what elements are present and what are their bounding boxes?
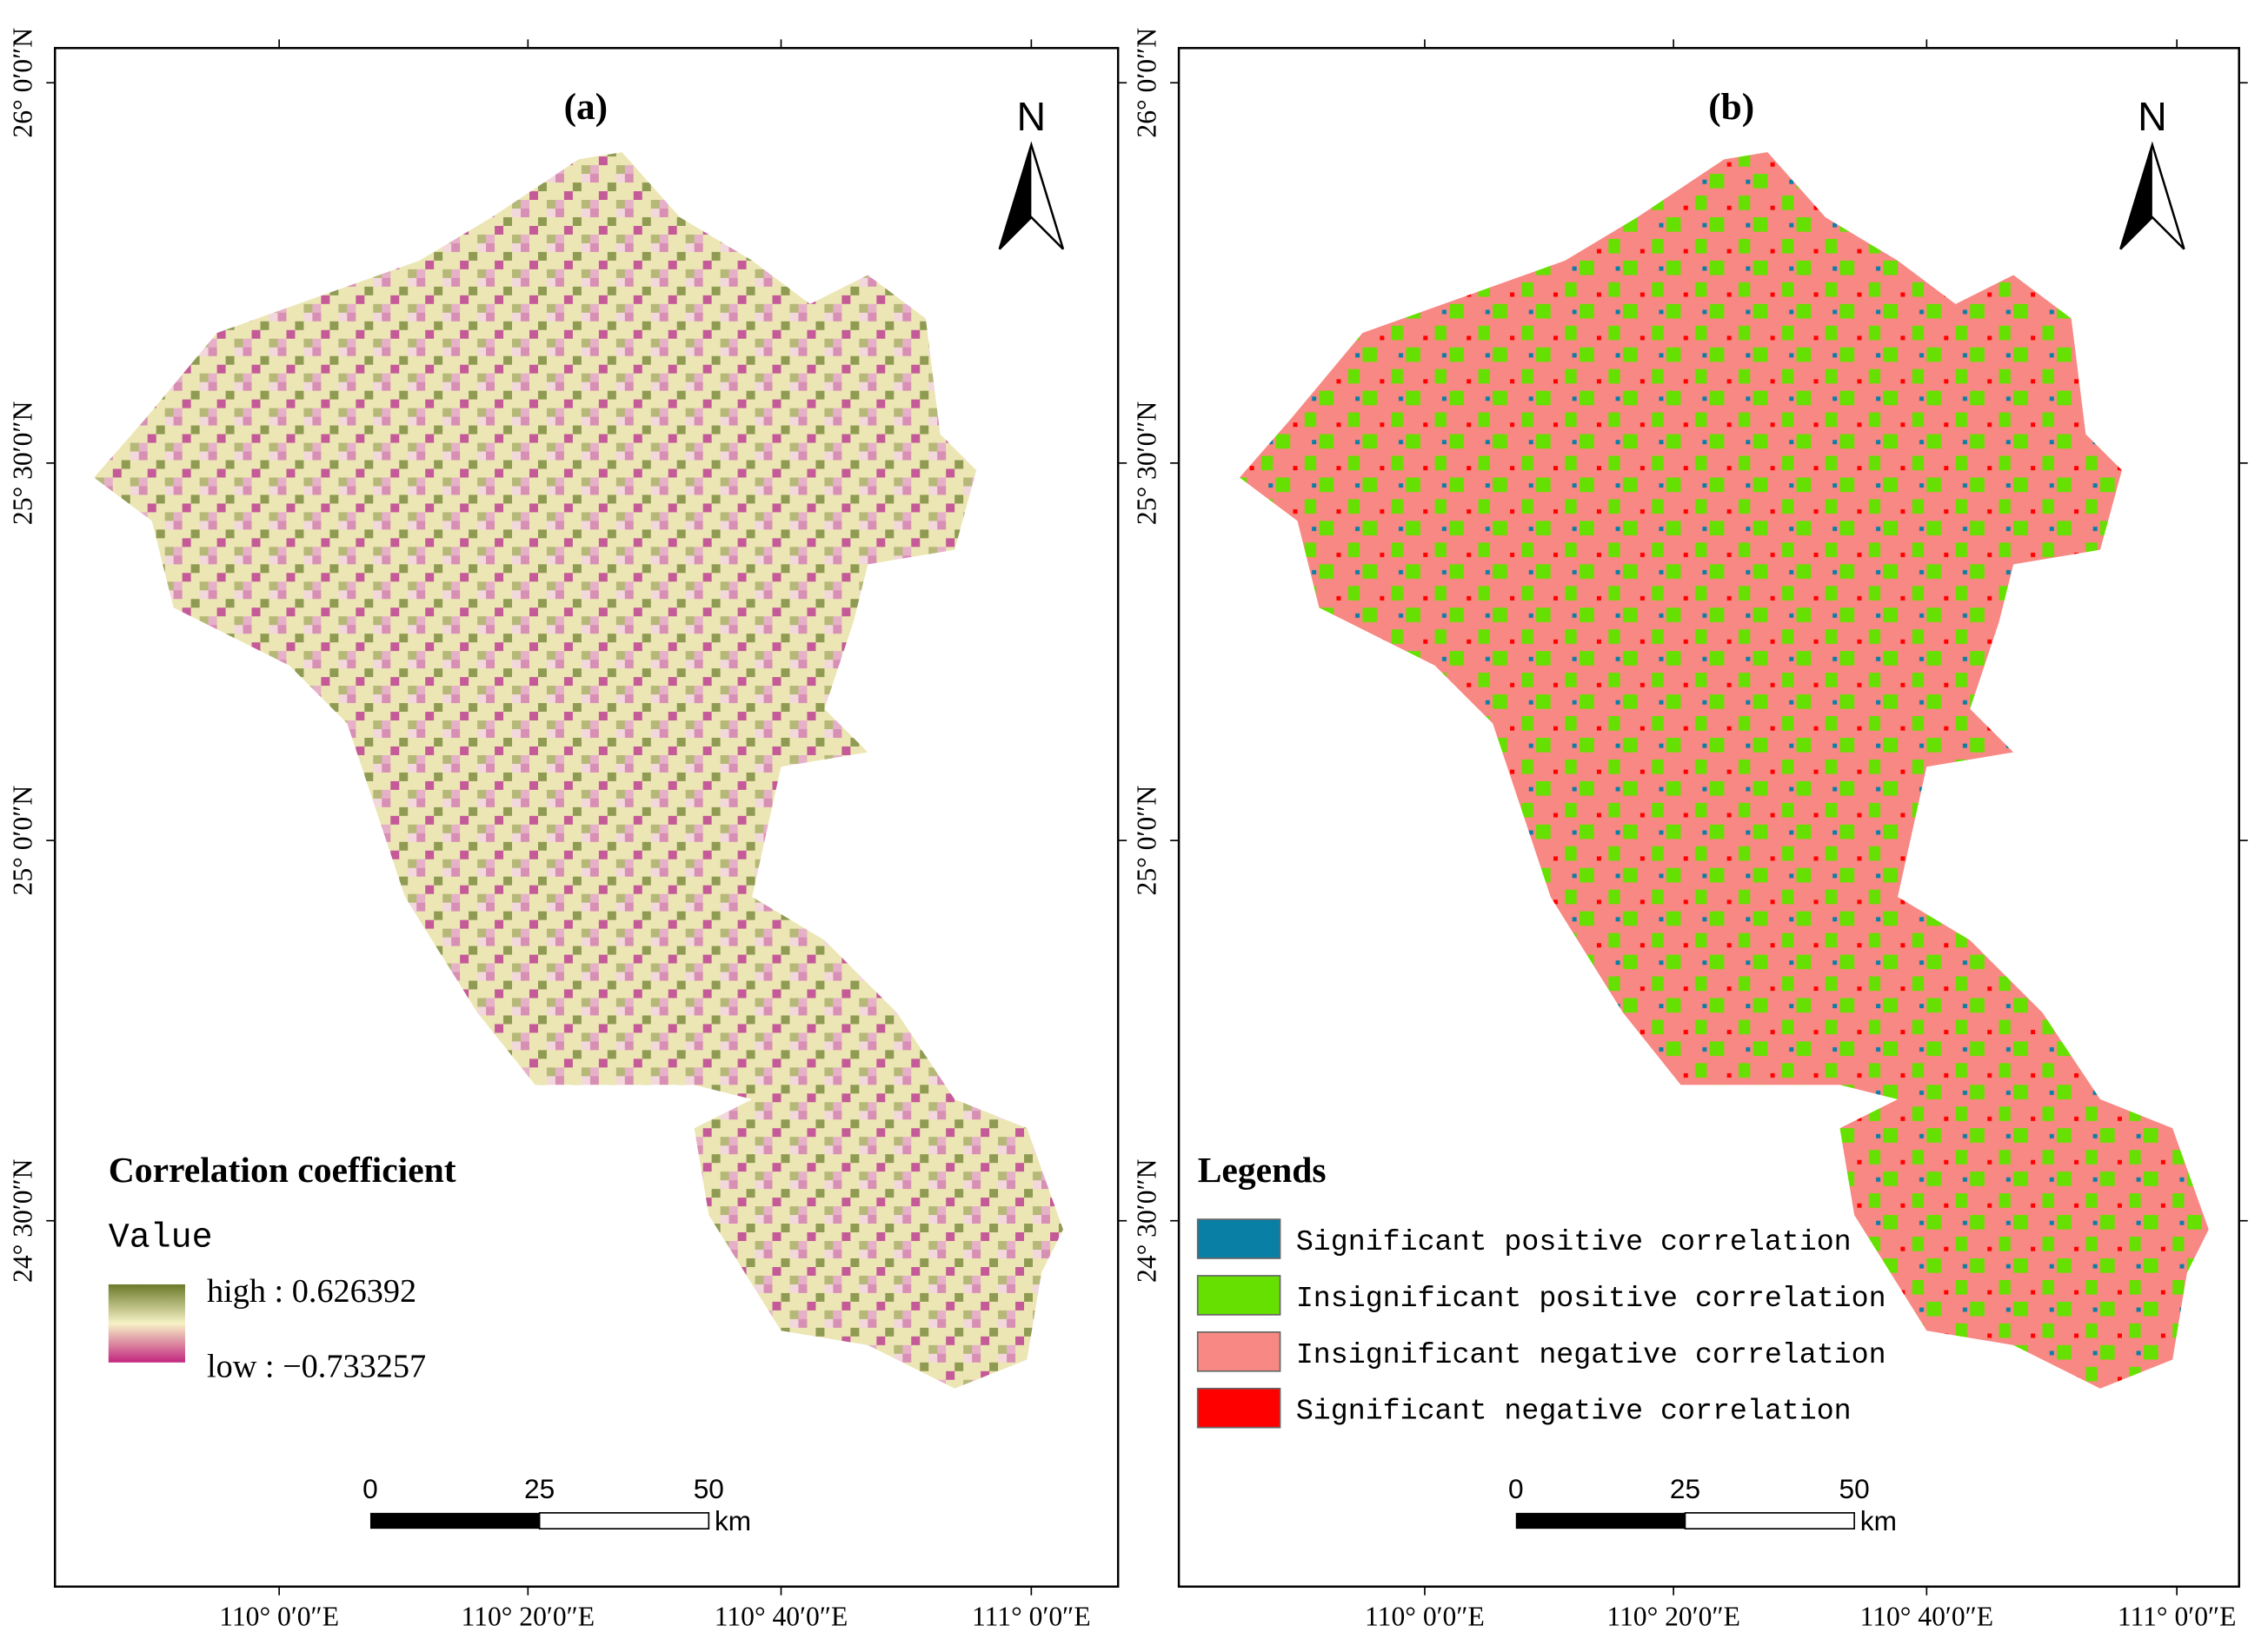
lon-label: 110° 0′0″E (219, 1602, 339, 1632)
legend-item: Insignificant positive correlation (1296, 1282, 1886, 1315)
north-label: N (2138, 94, 2167, 139)
scale-label: 25 (524, 1473, 555, 1504)
lat-label: 25° 0′0″N (8, 786, 38, 896)
lat-label: 24° 30′0″N (8, 1158, 38, 1283)
lon-label: 111° 0′0″E (2118, 1602, 2237, 1632)
panel-frame (53, 47, 1120, 1588)
scale-unit: km (715, 1505, 751, 1536)
legend-swatch (1196, 1218, 1281, 1259)
scale-label: 50 (694, 1473, 724, 1504)
legend-swatch (1196, 1331, 1281, 1372)
north-arrow (999, 144, 1032, 249)
scale-bar (1684, 1512, 1855, 1530)
lon-label: 110° 20′0″E (1606, 1602, 1740, 1632)
lon-label: 110° 40′0″E (715, 1602, 848, 1632)
scale-unit: km (1860, 1505, 1897, 1536)
legend-title: Correlation coefficient (109, 1150, 456, 1190)
lat-label: 25° 0′0″N (1131, 786, 1161, 896)
scale-label: 0 (1508, 1473, 1524, 1504)
legend-item: Significant positive correlation (1296, 1225, 1852, 1258)
north-arrow (2120, 144, 2152, 249)
lon-label: 110° 0′0″E (1365, 1602, 1485, 1632)
panel-frame (1177, 47, 2240, 1588)
scale-bar (538, 1512, 710, 1530)
lon-label: 111° 0′0″E (972, 1602, 1091, 1632)
legend-swatch (1196, 1275, 1281, 1316)
map-region (94, 152, 1063, 1389)
north-label: N (1017, 94, 1047, 139)
scale-label: 0 (362, 1473, 378, 1504)
annotations: (a) N 26° 0′0″N 25° 30′0″N 25° 0′0″N 24° 30′0… (8, 28, 2248, 1632)
legend-subtitle: Value (109, 1218, 213, 1257)
lat-label: 26° 0′0″N (1131, 28, 1161, 138)
map-region (1239, 152, 2209, 1389)
lat-label: 26° 0′0″N (8, 28, 38, 138)
lon-label: 110° 40′0″E (1860, 1602, 1994, 1632)
lat-label: 25° 30′0″N (8, 401, 38, 525)
panel-label: (b) (1708, 86, 1754, 128)
lat-label: 24° 30′0″N (1131, 1158, 1161, 1283)
scale-bar (369, 1512, 540, 1530)
legend-ramp (108, 1284, 185, 1363)
scale-bar (1515, 1512, 1686, 1530)
panel-label: (a) (564, 86, 608, 128)
lon-label: 110° 20′0″E (462, 1602, 595, 1632)
legend-low: low : −0.733257 (207, 1348, 426, 1384)
legend-swatch (1196, 1387, 1281, 1429)
legend-title: Legends (1198, 1150, 1327, 1190)
lat-label: 25° 30′0″N (1131, 401, 1161, 525)
scale-label: 50 (1839, 1473, 1870, 1504)
legend-high: high : 0.626392 (207, 1273, 416, 1310)
legend-item: Significant negative correlation (1296, 1395, 1852, 1428)
scale-label: 25 (1670, 1473, 1700, 1504)
legend-item: Insignificant negative correlation (1296, 1338, 1886, 1371)
